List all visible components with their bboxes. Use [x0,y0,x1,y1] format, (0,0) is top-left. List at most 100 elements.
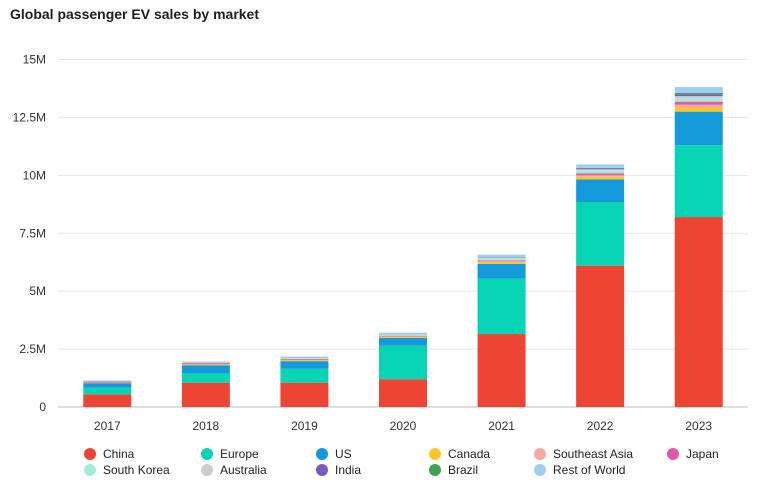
bar-segment-southeast-asia-2021 [477,261,526,262]
legend-label: Australia [220,463,267,477]
bar-segment-china-2018 [181,382,230,407]
bar-segment-canada-2018 [181,364,230,366]
legend-label: Brazil [448,463,479,477]
bar-segment-europe-2017 [83,387,132,395]
bar-segment-europe-2020 [379,345,427,380]
legend-label: Southeast Asia [553,447,634,461]
bar-segment-us-2018 [181,365,230,374]
bar-segment-china-2020 [379,379,427,407]
bar-segment-south-korea-2023 [674,98,723,102]
bar-segment-canada-2019 [280,359,329,362]
bar-segment-canada-2020 [379,336,427,338]
y-tick-label: 5M [29,284,46,298]
legend-swatch [201,464,213,476]
bar-segment-china-2017 [83,394,132,407]
chart-title: Global passenger EV sales by market [10,6,260,22]
legend-label: China [103,447,135,461]
legend-swatch [429,448,441,460]
legend-swatch [429,464,441,476]
legend-label: Japan [686,447,719,461]
bar-segment-europe-2021 [477,278,526,335]
bars [83,87,723,407]
legend-item-brazil[interactable]: Brazil [429,462,478,478]
bar-segment-japan-2021 [477,260,526,262]
bar-segment-southeast-asia-2023 [674,104,723,108]
legend-item-china[interactable]: China [84,446,134,462]
y-tick-label: 0 [39,400,46,414]
bar-segment-europe-2018 [181,373,230,383]
bar-segment-us-2017 [83,383,132,388]
bar-segment-japan-2017 [83,381,132,383]
bar-segment-south-korea-2019 [280,357,329,359]
bar-segment-australia-2022 [576,169,625,171]
x-tick-label: 2021 [488,419,515,433]
bar-segment-china-2023 [674,217,723,407]
bar-segment-india-2022 [576,168,625,170]
y-tick-label: 2.5M [19,342,46,356]
bar-segment-rest-of-world-2023 [674,87,723,93]
bar-segment-southeast-asia-2022 [576,175,625,177]
bar-segment-canada-2023 [674,107,723,112]
x-tick-label: 2022 [587,419,614,433]
y-tick-label: 10M [23,168,46,182]
bar-segment-south-korea-2020 [379,334,427,336]
bar-segment-japan-2020 [379,335,427,337]
bar-segment-japan-2023 [674,101,723,105]
legend-item-southeast-asia[interactable]: Southeast Asia [534,446,633,462]
bar-segment-europe-2023 [674,145,723,218]
legend-label: US [335,447,352,461]
x-axis: 2017 2018 2019 2020 2021 2022 2023 [94,419,712,433]
x-tick-label: 2019 [291,419,318,433]
bar-segment-rest-of-world-2021 [477,254,526,257]
y-tick-label: 12.5M [13,110,46,124]
legend-swatch [534,448,546,460]
bar-segment-japan-2019 [280,358,329,360]
bar-segment-rest-of-world-2018 [181,361,230,363]
bar-segment-canada-2021 [477,261,526,264]
legend-item-us[interactable]: US [316,446,352,462]
legend-label: Europe [220,447,259,461]
legend-label: South Korea [103,463,170,477]
bar-segment-south-korea-2022 [576,170,625,174]
legend-swatch [201,448,213,460]
bar-segment-australia-2023 [674,96,723,99]
bar-segment-canada-2022 [576,176,625,180]
bar-segment-europe-2022 [576,201,625,266]
bar-segment-china-2022 [576,265,625,407]
bar-segment-rest-of-world-2022 [576,164,625,168]
y-tick-label: 7.5M [19,226,46,240]
legend-item-australia[interactable]: Australia [201,462,267,478]
bar-segment-china-2021 [477,334,526,407]
legend-label: Canada [448,447,491,461]
bar-segment-rest-of-world-2019 [280,356,329,358]
legend-item-japan[interactable]: Japan [667,446,719,462]
bar-segment-us-2023 [674,111,723,146]
y-axis: 0 2.5M 5M 7.5M 10M 12.5M 15M [13,53,47,415]
bar-segment-us-2022 [576,179,625,202]
legend-item-india[interactable]: India [316,462,361,478]
x-tick-label: 2020 [390,419,417,433]
x-tick-label: 2023 [685,419,712,433]
bar-segment-us-2021 [477,263,526,279]
legend-swatch [84,448,96,460]
legend-swatch [316,448,328,460]
bar-segment-south-korea-2018 [181,362,230,364]
legend-swatch [667,448,679,460]
legend-item-canada[interactable]: Canada [429,446,490,462]
legend-item-rest-of-world[interactable]: Rest of World [534,462,625,478]
bar-segment-brazil-2023 [674,92,723,95]
x-tick-label: 2017 [94,419,121,433]
bar-segment-japan-2018 [181,363,230,365]
bar-segment-europe-2019 [280,368,329,383]
legend-swatch [316,464,328,476]
legend-swatch [84,464,96,476]
bar-segment-south-korea-2021 [477,258,526,261]
legend-item-south-korea[interactable]: South Korea [84,462,170,478]
bar-segment-rest-of-world-2020 [379,332,427,335]
legend-item-europe[interactable]: Europe [201,446,259,462]
bar-segment-india-2023 [674,94,723,97]
bar-segment-us-2020 [379,337,427,346]
bar-segment-china-2019 [280,382,329,407]
bar-segment-japan-2022 [576,173,625,176]
